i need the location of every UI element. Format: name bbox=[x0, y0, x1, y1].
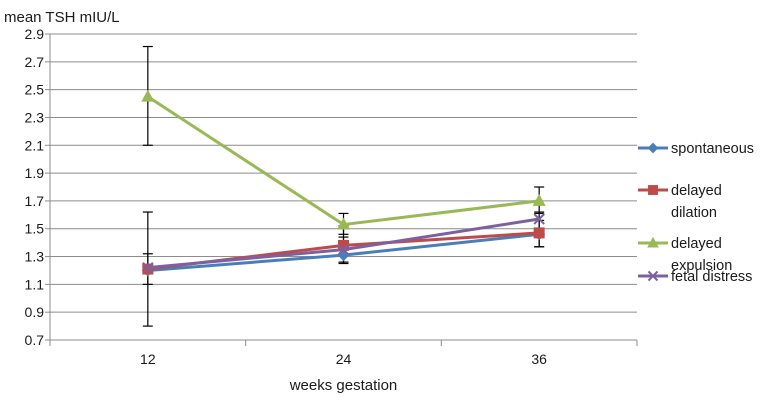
x-tick-label: 24 bbox=[336, 351, 352, 367]
marker-point bbox=[142, 261, 154, 274]
series-line bbox=[147, 95, 540, 227]
marker-point bbox=[533, 213, 545, 225]
legend-label: expulsion bbox=[671, 258, 732, 274]
series-delayed-expulsion bbox=[141, 89, 546, 230]
legend-label: fetal distress bbox=[671, 269, 752, 285]
legend-entry: delayed dilation bbox=[638, 183, 722, 221]
marker-point bbox=[647, 142, 659, 154]
marker-point bbox=[647, 236, 659, 248]
marker-point bbox=[533, 227, 545, 239]
y-tick-label: 2.7 bbox=[25, 54, 45, 70]
y-tick-label: 2.1 bbox=[25, 137, 45, 153]
marker-point bbox=[337, 217, 350, 230]
y-tick-labels: 0.7 0.9 1.1 1.3 1.5 1.7 1.9 2.1 2.3 2.5 2.7 2.9 bbox=[25, 26, 45, 348]
marker-point bbox=[141, 89, 155, 102]
legend-label: delayed bbox=[671, 183, 722, 199]
y-tick-label: 1.3 bbox=[25, 249, 45, 265]
y-tick-label: 2.9 bbox=[25, 26, 45, 42]
legend-entry: delayed expulsion bbox=[638, 236, 732, 274]
legend-entry: fetal distress bbox=[638, 269, 752, 285]
data-series bbox=[141, 89, 546, 277]
series-fetal-distress bbox=[142, 213, 545, 274]
x-tick-labels: 12 24 36 bbox=[140, 351, 547, 367]
marker-point bbox=[337, 243, 350, 256]
legend-label: dilation bbox=[671, 205, 717, 221]
y-tick-label: 2.5 bbox=[25, 82, 45, 98]
x-tick-label: 12 bbox=[140, 351, 156, 367]
marker-point bbox=[647, 270, 659, 282]
legend-entry: spontaneous bbox=[638, 141, 754, 157]
y-tick-label: 1.5 bbox=[25, 221, 45, 237]
y-axis-title: mean TSH mIU/L bbox=[4, 9, 120, 26]
y-tick-label: 0.9 bbox=[25, 304, 45, 320]
x-tick-label: 36 bbox=[531, 351, 547, 367]
gridlines bbox=[45, 33, 637, 341]
y-tick-label: 1.7 bbox=[25, 193, 45, 209]
legend-label: delayed bbox=[671, 236, 722, 252]
marker-point bbox=[338, 239, 349, 251]
y-tick-label: 0.7 bbox=[25, 332, 45, 348]
legend-label: spontaneous bbox=[671, 141, 754, 157]
x-axis-title: weeks gestation bbox=[289, 377, 398, 394]
axes bbox=[49, 34, 638, 346]
legend: spontaneous delayed dilation delayed expulsi… bbox=[638, 141, 754, 285]
marker-point bbox=[532, 193, 546, 206]
y-tick-label: 1.9 bbox=[25, 165, 45, 181]
y-tick-label: 1.1 bbox=[25, 276, 45, 292]
marker-point bbox=[648, 185, 658, 195]
y-tick-label: 2.3 bbox=[25, 109, 45, 125]
